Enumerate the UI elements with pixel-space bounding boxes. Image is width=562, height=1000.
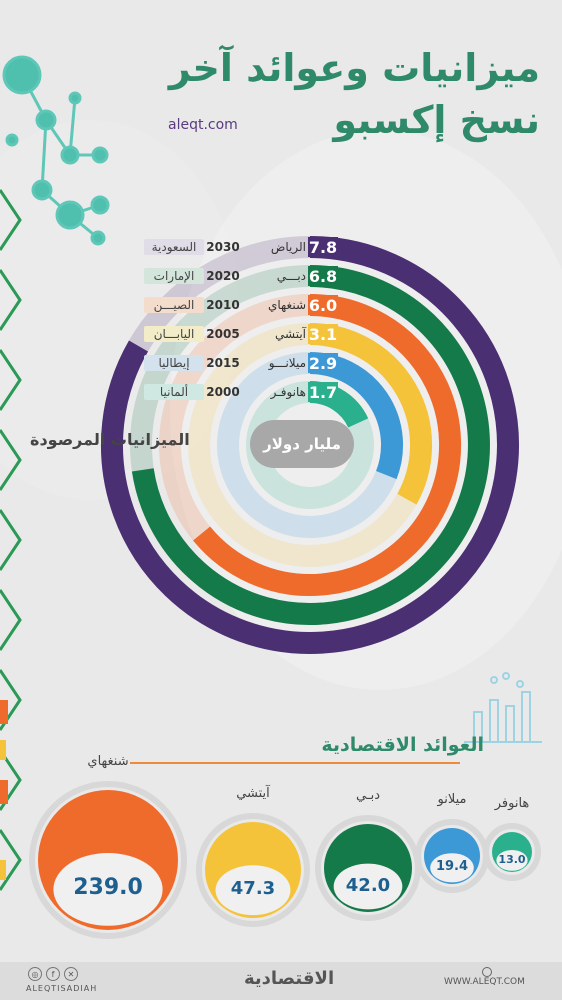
gauge-outer-ring: [483, 823, 541, 881]
footer: [0, 962, 562, 1000]
gauge-value: 239.0: [73, 875, 143, 901]
brand-logo: الاقتصادية: [244, 968, 335, 989]
gauge-value: 13.0: [498, 853, 526, 867]
social-links: ◎ f ✕: [28, 967, 78, 981]
budget-value: 3.1: [308, 324, 338, 344]
budget-value: 7.8: [308, 237, 338, 257]
side-stripe-decoration: [0, 189, 22, 891]
gauge-label: هانوفر: [494, 796, 530, 811]
budget-value: 2.9: [308, 353, 338, 373]
instagram-icon[interactable]: ◎: [28, 967, 42, 981]
budget-year: 2020: [206, 269, 240, 283]
gauge-label: دبـي: [355, 788, 381, 803]
gauge-label: ميلانو: [437, 792, 467, 807]
budget-year: 2000: [206, 385, 240, 399]
budget-city: هانوفـر: [270, 385, 306, 399]
budget-row: شنغهاي 2010 الصيـــن: [140, 295, 306, 315]
bar-chart-icon: [464, 672, 542, 743]
budget-country: الصيـــن: [144, 297, 204, 313]
budget-bar: [131, 265, 490, 625]
budget-country: ألمانيا: [144, 384, 204, 400]
budget-row: دبـــي 2020 الإمارات: [140, 266, 306, 286]
revenue-gauge-chart: [29, 781, 541, 939]
x-icon[interactable]: ✕: [64, 967, 78, 981]
budget-bar: [193, 294, 462, 596]
budget-row: آيتشي 2005 اليابـــان: [140, 324, 306, 344]
budget-city: الرياض: [270, 240, 306, 254]
budget-city: آيتشي: [274, 327, 306, 341]
budget-bar: [309, 323, 432, 505]
site-url: aleqt.com: [168, 117, 238, 133]
gauge-outer-ring: [196, 813, 310, 927]
revenue-title: العوائد الاقتصادية: [321, 734, 484, 756]
budget-year: 2015: [206, 356, 240, 370]
gauge-value: 42.0: [345, 874, 391, 896]
budget-axis-label: الميزانيات المرصودة: [30, 430, 190, 449]
gauge-value-panel: [53, 853, 163, 926]
gauge-value-panel: [215, 865, 291, 916]
title-line-1: ميزانيات وعوائد آخر: [168, 46, 540, 90]
molecule-icon: [2, 55, 110, 246]
page-title: ميزانيات وعوائد آخر نسخ إكسبو: [169, 42, 540, 146]
title-line-2: نسخ إكسبو: [333, 98, 540, 142]
budget-country: الإمارات: [144, 268, 204, 284]
budget-value: 1.7: [308, 382, 338, 402]
social-handle: ALEQTISADIAH: [26, 984, 98, 993]
budget-bar: [100, 236, 519, 654]
budget-radial-chart: [100, 236, 519, 654]
gauge-value: 47.3: [230, 878, 276, 900]
gauge-value-panel: [333, 863, 403, 910]
budget-year: 2005: [206, 327, 240, 341]
budget-year: 2030: [206, 240, 240, 254]
unit-badge: مليار دولار: [250, 420, 354, 468]
budget-value: 6.8: [308, 266, 338, 286]
budget-country: اليابـــان: [144, 326, 204, 342]
budget-country: السعودية: [144, 239, 204, 255]
gauge-outer-ring: [29, 781, 187, 939]
budget-city: ميلانـــو: [268, 356, 306, 370]
revenue-title-underline: [130, 762, 460, 764]
budget-country: إيطاليا: [144, 355, 204, 371]
gauge-value-panel: [496, 850, 528, 871]
budget-row: الرياض 2030 السعودية: [140, 237, 306, 257]
budget-year: 2010: [206, 298, 240, 312]
budget-city: شنغهاي: [267, 298, 306, 312]
facebook-icon[interactable]: f: [46, 967, 60, 981]
gauge-value-panel: [430, 853, 474, 883]
footer-site-url: WWW.ALEQT.COM: [444, 977, 525, 987]
budget-row: ميلانـــو 2015 إيطاليا: [140, 353, 306, 373]
budget-city: دبـــي: [276, 269, 306, 283]
budget-row: هانوفـر 2000 ألمانيا: [140, 382, 306, 402]
gauge-value: 19.4: [435, 859, 469, 875]
budget-value: 6.0: [308, 295, 338, 315]
globe-icon: [482, 967, 492, 977]
gauge-label: شنغهاي: [87, 754, 129, 769]
gauge-label: آيتشي: [236, 786, 270, 801]
